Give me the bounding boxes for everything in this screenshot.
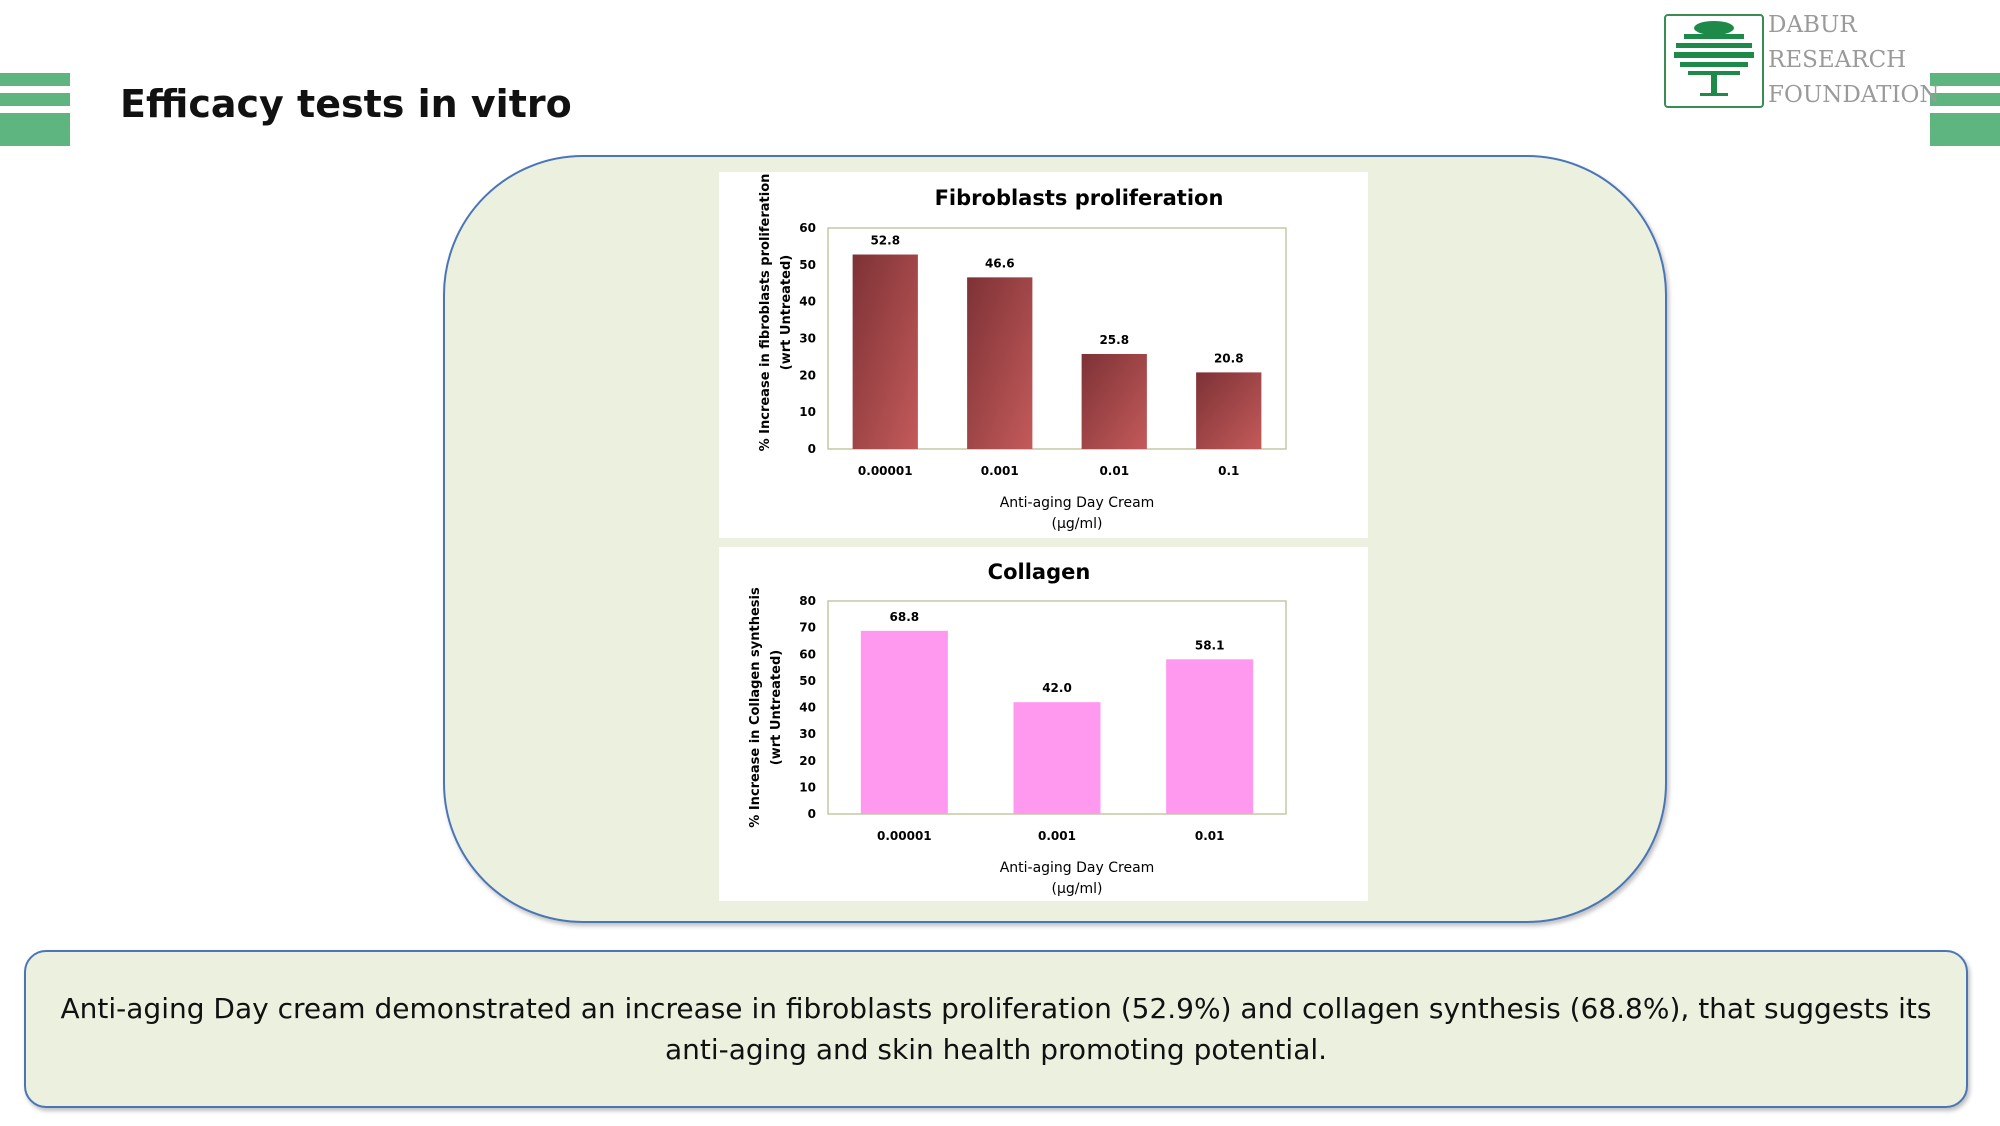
- fibroblast-value-label: 46.6: [985, 256, 1015, 270]
- right-stripe-bottom: [1930, 113, 2000, 146]
- logo-line-3: FOUNDATION: [1768, 82, 1940, 108]
- fibroblast-ytick-label: 50: [799, 258, 816, 272]
- fibroblast-value-label: 25.8: [1099, 333, 1129, 347]
- collagen-ytick-label: 30: [799, 727, 816, 741]
- collagen-ylabel: % Increase in Collagen synthesis: [748, 587, 763, 828]
- collagen-value-label: 42.0: [1042, 681, 1072, 695]
- fibroblast-category-label: 0.1: [1218, 464, 1239, 478]
- summary-box: Anti-aging Day cream demonstrated an inc…: [24, 950, 1968, 1108]
- collagen-ytick-label: 50: [799, 674, 816, 688]
- right-stripe-mid: [1930, 93, 2000, 106]
- collagen-category-label: 0.001: [1038, 829, 1076, 843]
- collagen-xlabel: Anti-aging Day Cream: [1000, 860, 1155, 876]
- right-stripe-top: [1930, 73, 2000, 86]
- fibroblast-xlabel: Anti-aging Day Cream: [1000, 495, 1155, 511]
- fibroblast-chart-card: Fibroblasts proliferation 0 10 20 30 40 50 60 52…: [719, 172, 1368, 538]
- collagen-category-label: 0.01: [1195, 829, 1225, 843]
- dabur-logo: DABUR RESEARCH FOUNDATION: [1664, 12, 1940, 112]
- collagen-xlabel-unit: (µg/ml): [1052, 881, 1103, 897]
- fibroblast-bar: [1081, 353, 1147, 449]
- fibroblast-bar: [1196, 372, 1262, 449]
- fibroblast-bar: [967, 277, 1033, 449]
- fibroblast-ytick-label: 40: [799, 295, 816, 309]
- logo-line-1: DABUR: [1768, 12, 1857, 38]
- collagen-bar: [1166, 659, 1254, 814]
- tree-logo-icon: [1664, 14, 1764, 108]
- collagen-ylabel-qualifier: (wrt Untreated): [769, 650, 784, 765]
- slide-title: Efficacy tests in vitro: [120, 82, 572, 126]
- collagen-value-label: 68.8: [890, 610, 920, 624]
- fibroblast-ytick-label: 0: [808, 442, 816, 456]
- left-stripe-bottom: [0, 113, 70, 146]
- collagen-ytick-label: 80: [799, 594, 816, 608]
- summary-text: Anti-aging Day cream demonstrated an inc…: [60, 992, 1932, 1066]
- fibroblast-ylabel-qualifier: (wrt Untreated): [779, 255, 794, 370]
- logo-line-2: RESEARCH: [1768, 47, 1907, 73]
- fibroblast-ytick-label: 30: [799, 332, 816, 346]
- collagen-ytick-label: 20: [799, 754, 816, 768]
- collagen-chart-card: Collagen 0 10 20 30 40 50 60 70 80 68.8 0.00001 42.0…: [719, 547, 1368, 901]
- collagen-ytick-label: 0: [808, 807, 816, 821]
- collagen-value-label: 58.1: [1195, 638, 1225, 652]
- collagen-ytick-label: 40: [799, 701, 816, 715]
- collagen-bar: [860, 630, 948, 814]
- fibroblast-ytick-label: 10: [799, 405, 816, 419]
- fibroblast-bar: [852, 254, 918, 449]
- collagen-ytick-label: 60: [799, 647, 816, 661]
- fibroblast-value-label: 20.8: [1214, 351, 1244, 365]
- left-stripe-top: [0, 73, 70, 86]
- fibroblast-category-label: 0.01: [1099, 464, 1129, 478]
- collagen-bar: [1013, 702, 1101, 814]
- left-stripe-mid: [0, 93, 70, 106]
- fibroblast-value-label: 52.8: [870, 234, 900, 248]
- collagen-category-label: 0.00001: [877, 829, 932, 843]
- collagen-chart: Collagen 0 10 20 30 40 50 60 70 80 68.8 0.00001 42.0…: [748, 560, 1287, 897]
- fibroblast-ytick-label: 60: [799, 221, 816, 235]
- fibroblast-ytick-label: 20: [799, 368, 816, 382]
- fibroblast-xlabel-unit: (µg/ml): [1052, 516, 1103, 532]
- fibroblast-plot-frame: [827, 227, 1287, 450]
- collagen-ytick-label: 10: [799, 780, 816, 794]
- fibroblast-category-label: 0.001: [981, 464, 1019, 478]
- collagen-chart-title: Collagen: [988, 560, 1091, 584]
- fibroblast-ylabel: % Increase in fibroblasts proliferation: [758, 174, 773, 452]
- fibroblast-chart-title: Fibroblasts proliferation: [935, 186, 1224, 210]
- collagen-ytick-label: 70: [799, 621, 816, 635]
- fibroblast-chart: Fibroblasts proliferation 0 10 20 30 40 50 60 52…: [758, 174, 1287, 532]
- fibroblast-category-label: 0.00001: [858, 464, 913, 478]
